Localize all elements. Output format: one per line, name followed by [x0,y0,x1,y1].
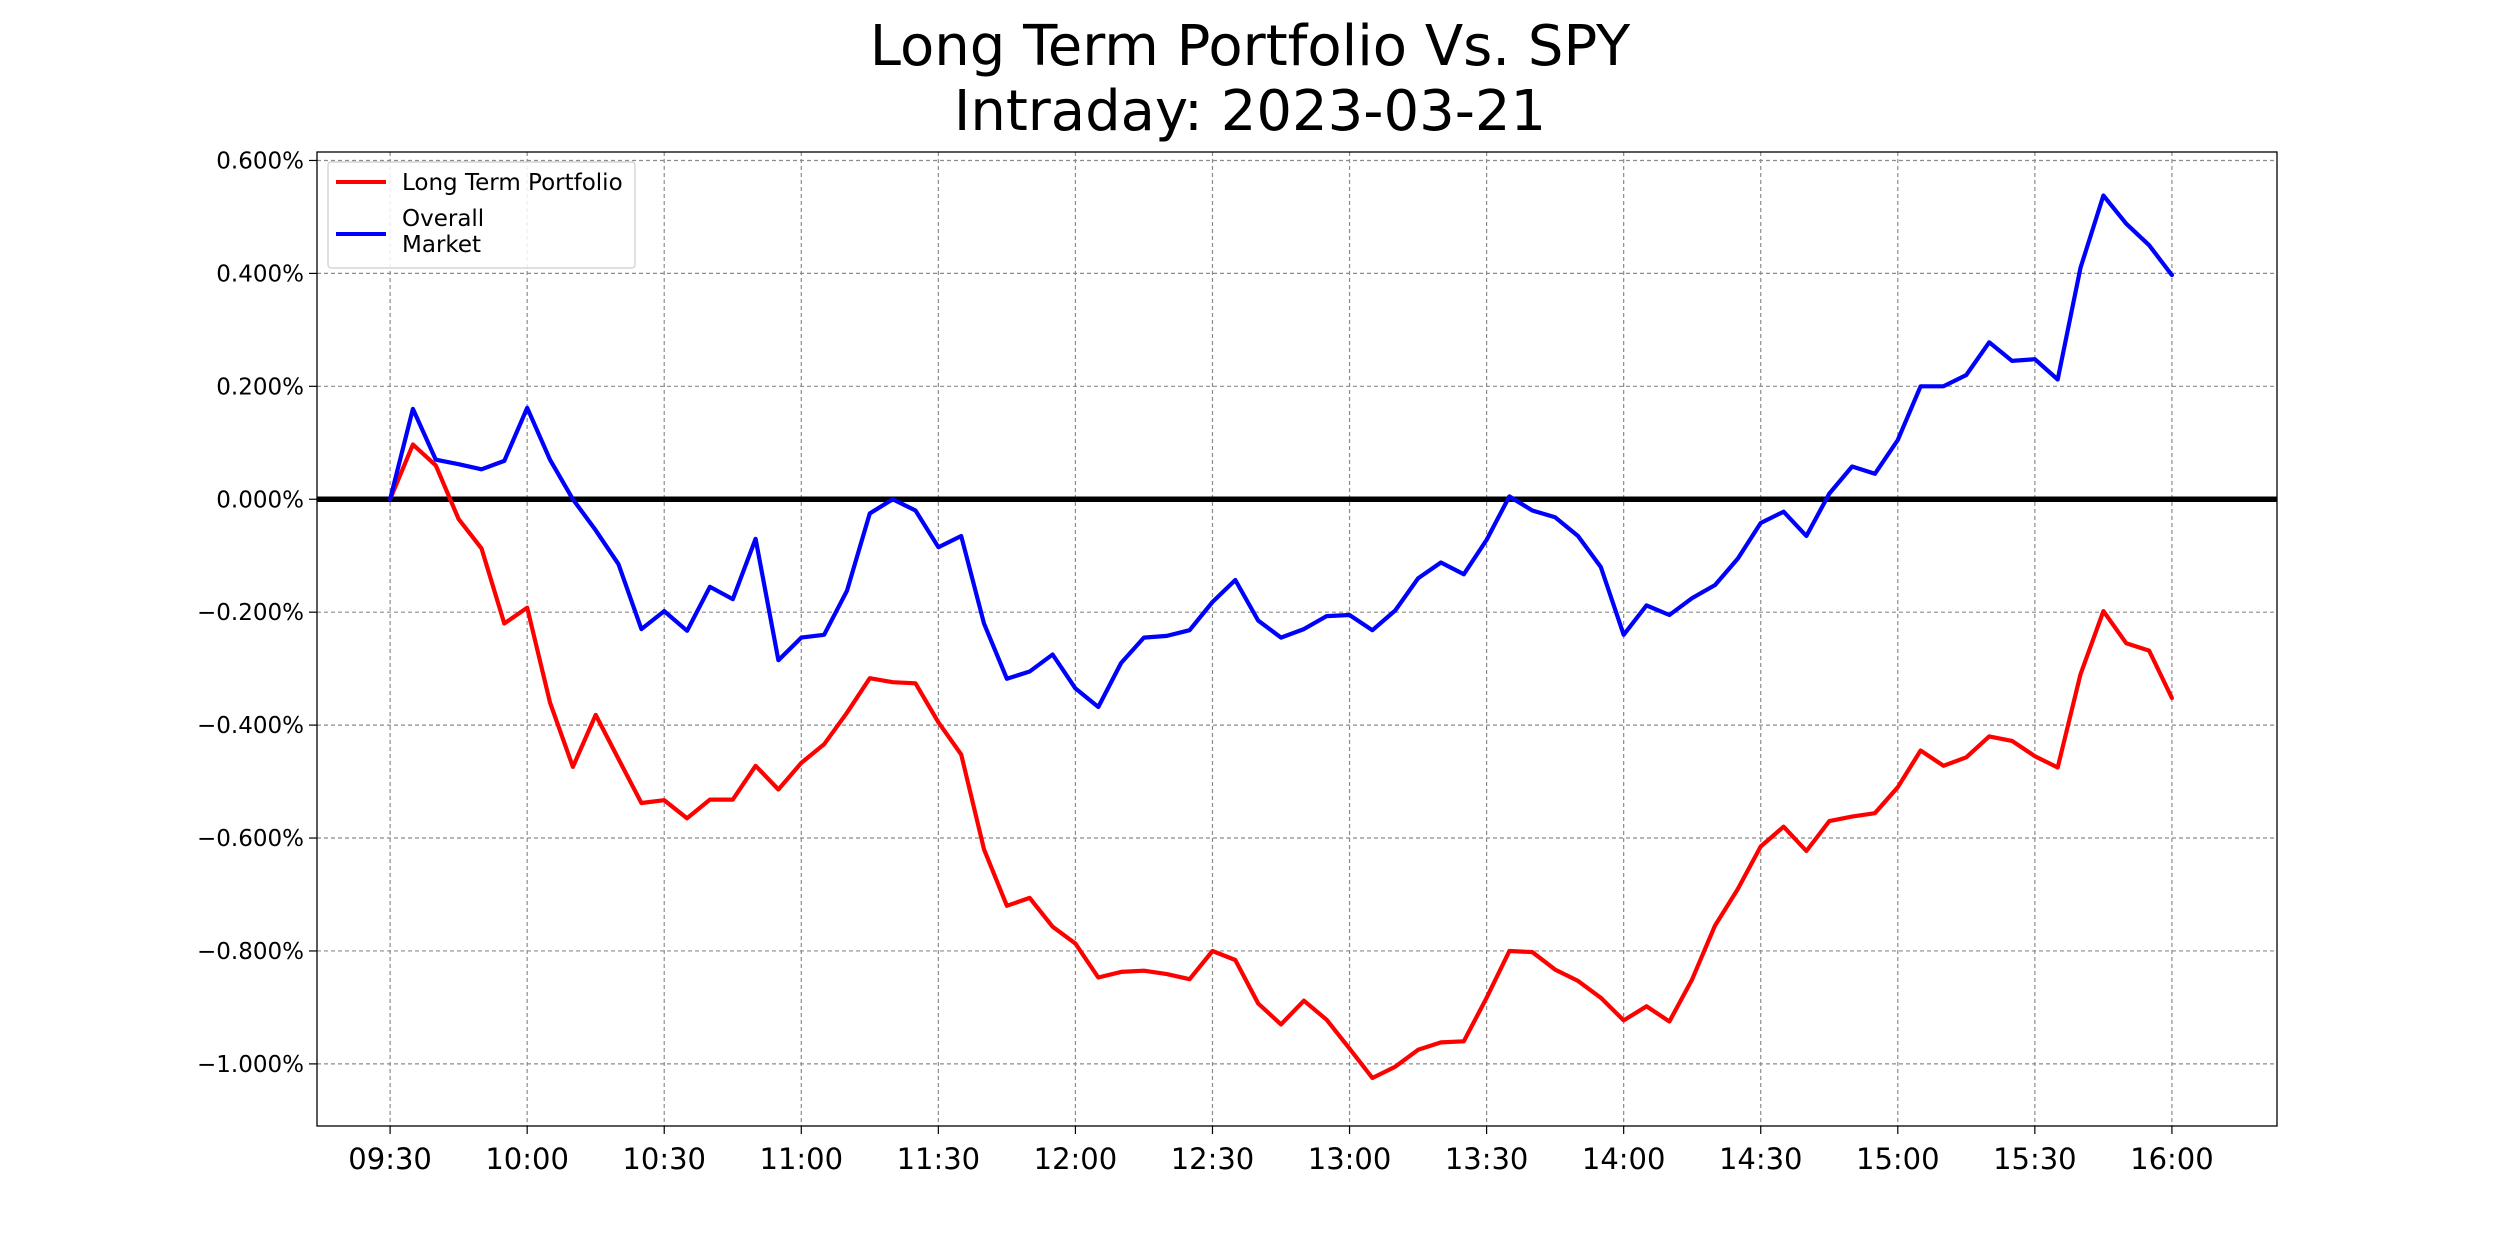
series-lines [388,193,2174,1081]
legend-label-long-term-portfolio-text: Long Term Portfolio [402,170,623,196]
x-tick-label: 14:30 [1719,1142,1803,1176]
y-tick-label: 0.200% [216,374,304,400]
y-tick-label: 0.000% [216,487,304,513]
y-tick-label: 0.400% [216,261,304,287]
y-tick-label: 0.600% [216,148,304,174]
x-tick-label: 10:30 [622,1142,706,1176]
x-tick-label: 14:00 [1582,1142,1666,1176]
y-tick-label: −0.800% [197,939,304,965]
axis-ticks: 0.600% 0.400% 0.200% 0.000% −0.200% −0.400% −0… [197,148,2214,1176]
y-tick-label: −0.400% [197,713,304,739]
series-line-overall-market [388,193,2174,710]
x-tick-label: 15:30 [1993,1142,2077,1176]
x-tick-label: 12:30 [1171,1142,1255,1176]
x-tick-label: 11:00 [760,1142,844,1176]
x-tick-label: 10:00 [485,1142,569,1176]
legend: Long Term Portfolio Overall Market [327,161,636,269]
legend-label-overall-market-line: Overall [402,206,484,232]
x-tick-label: 12:00 [1034,1142,1118,1176]
legend-label-overall-market-line: Market [402,232,481,258]
x-tick-label: 13:00 [1308,1142,1392,1176]
y-tick-label: −0.200% [197,600,304,626]
legend-label-long-term-portfolio: Long Term Portfolio [402,170,623,196]
series-line-long-term-portfolio [388,442,2174,1081]
legend-box [327,161,636,269]
legend-label-overall-market: Overall Market [402,206,484,258]
y-tick-label: −0.600% [197,826,304,852]
x-tick-label: 16:00 [2130,1142,2214,1176]
x-tick-label: 13:30 [1445,1142,1529,1176]
chart-title-line-1: Long Term Portfolio Vs. SPY [870,14,1631,79]
x-tick-label: 11:30 [897,1142,981,1176]
axes-frame [316,151,2278,1127]
chart-title-line-2: Intraday: 2023-03-21 [954,79,1546,144]
y-tick-label: −1.000% [197,1052,304,1078]
x-tick-label: 09:30 [348,1142,432,1176]
x-tick-label: 15:00 [1856,1142,1940,1176]
